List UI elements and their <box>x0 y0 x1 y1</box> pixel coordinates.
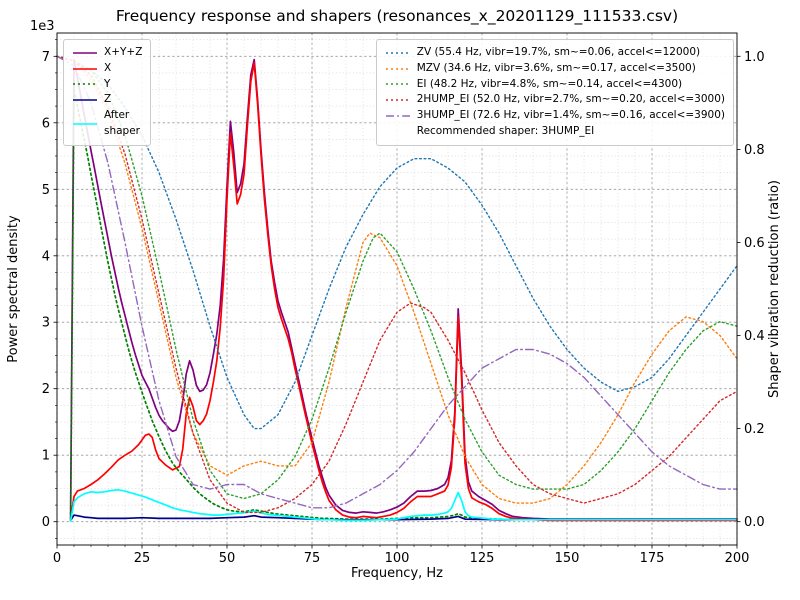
y-left-tick-label: 2 <box>42 382 50 397</box>
y-left-tick-label: 7 <box>42 50 50 65</box>
y-left-tick-label: 0 <box>42 515 50 530</box>
x-tick-label: 150 <box>555 551 580 566</box>
legend-line-swatch <box>73 52 97 54</box>
legend-item: 2HUMP_EI (52.0 Hz, vibr=2.7%, sm~=0.20, … <box>385 92 725 108</box>
x-axis-label: Frequency, Hz <box>350 566 444 581</box>
legend-swatch-spacer <box>385 127 411 137</box>
legend-item-label: 2HUMP_EI (52.0 Hz, vibr=2.7%, sm~=0.20, … <box>416 93 725 106</box>
y-right-tick-label: 1.0 <box>744 50 765 65</box>
legend-line-swatch <box>385 83 410 86</box>
chart-title: Frequency response and shapers (resonanc… <box>115 7 679 25</box>
legend-item-label: X <box>104 61 112 74</box>
legend-item: ZV (55.4 Hz, vibr=19.7%, sm~=0.06, accel… <box>385 45 725 61</box>
psd-curve-after-shaper <box>69 488 738 522</box>
shaper-curve-zv <box>56 55 738 430</box>
axis-offset-label: 1e3 <box>30 19 55 34</box>
legend-line-swatch <box>73 122 97 125</box>
y-right-tick-label: 0.6 <box>744 236 765 251</box>
legend-line-swatch <box>73 83 97 86</box>
psd-curve-y <box>69 88 738 521</box>
y-axis-right-label: Shaper vibration reduction (ratio) <box>767 180 782 398</box>
legend-item: 3HUMP_EI (72.6 Hz, vibr=1.4%, sm~=0.16, … <box>385 108 725 124</box>
shaper-curve-mzv <box>56 55 738 504</box>
x-tick-label: 75 <box>304 551 321 566</box>
legend-item-label: 3HUMP_EI (72.6 Hz, vibr=1.4%, sm~=0.16, … <box>416 109 725 121</box>
legend-item-label: MZV (34.6 Hz, vibr=3.6%, sm~=0.17, accel… <box>416 61 696 74</box>
y-right-tick-label: 0.2 <box>744 422 765 437</box>
legend-item: MZV (34.6 Hz, vibr=3.6%, sm~=0.17, accel… <box>385 61 725 77</box>
y-left-tick-label: 1 <box>42 449 50 464</box>
legend-psd: X+Y+Z X Y Z After shaper <box>63 39 152 146</box>
x-tick-label: 200 <box>725 551 750 566</box>
y-right-tick-label: 0.8 <box>744 143 765 158</box>
legend-line-swatch <box>385 67 410 70</box>
legend-item: X <box>72 61 142 77</box>
legend-item: X+Y+Z <box>72 45 142 61</box>
x-tick-label: 25 <box>134 551 151 566</box>
legend-line-swatch <box>385 99 410 101</box>
x-tick-label: 50 <box>219 551 236 566</box>
x-tick-label: 175 <box>640 551 665 566</box>
legend-item-label: X+Y+Z <box>104 46 143 58</box>
legend-item-label: ZV (55.4 Hz, vibr=19.7%, sm~=0.06, accel… <box>416 46 701 58</box>
y-right-tick-label: 0.0 <box>744 515 765 530</box>
x-tick-label: 125 <box>470 551 495 566</box>
y-left-tick-label: 6 <box>42 116 50 131</box>
y-right-tick-label: 0.4 <box>744 329 765 344</box>
legend-item-label: After shaper <box>104 109 141 137</box>
legend-item-label: Y <box>104 77 111 90</box>
legend-line-swatch <box>385 52 410 54</box>
legend-line-swatch <box>385 115 410 117</box>
y-axis-left-label: Power spectral density <box>6 215 21 363</box>
shaper-curve-2hump-ei <box>56 55 738 514</box>
legend-item-label: EI (48.2 Hz, vibr=4.8%, sm~=0.14, accel<… <box>416 77 683 90</box>
legend-item: Z <box>72 92 142 108</box>
y-left-tick-label: 4 <box>42 249 50 264</box>
legend-line-swatch <box>73 99 97 101</box>
legend-item-label: Z <box>104 93 112 106</box>
psd-curve-x <box>69 62 738 522</box>
legend-item-label: Recommended shaper: 3HUMP_EI <box>416 124 595 137</box>
legend-item: Y <box>72 77 142 93</box>
legend-item: After shaper <box>72 108 142 140</box>
shaper-curve-3hump-ei <box>56 55 738 509</box>
legend-shapers: ZV (55.4 Hz, vibr=19.7%, sm~=0.06, accel… <box>375 39 734 146</box>
x-tick-label: 0 <box>53 551 61 566</box>
legend-line-swatch <box>73 67 97 70</box>
legend-item: EI (48.2 Hz, vibr=4.8%, sm~=0.14, accel<… <box>385 77 725 93</box>
x-tick-label: 100 <box>385 551 410 566</box>
legend-item: Recommended shaper: 3HUMP_EI <box>385 124 725 140</box>
shaper-curve-ei <box>56 55 738 500</box>
y-left-tick-label: 5 <box>42 183 50 198</box>
y-left-tick-label: 3 <box>42 316 50 331</box>
